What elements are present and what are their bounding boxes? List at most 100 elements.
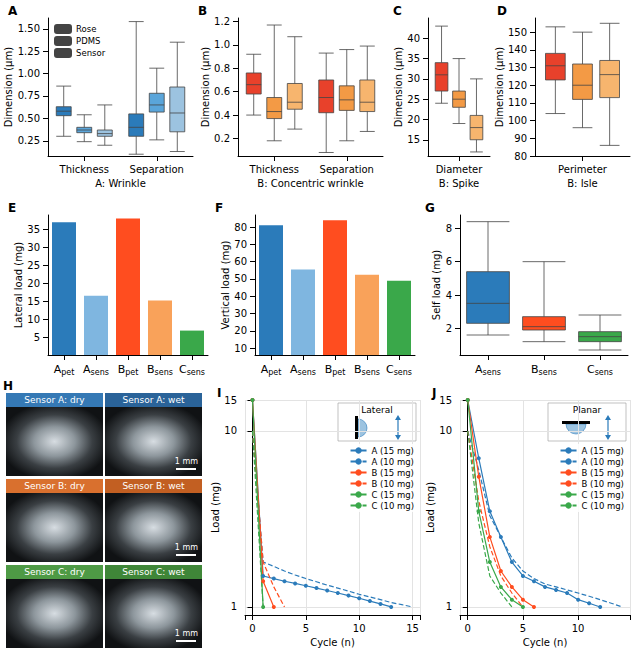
svg-text:0: 0 — [249, 623, 255, 634]
svg-text:Diameter: Diameter — [436, 164, 484, 175]
svg-text:Dimension (μm): Dimension (μm) — [3, 47, 14, 127]
svg-text:sens: sens — [155, 368, 173, 377]
svg-text:C (10 mg): C (10 mg) — [372, 501, 414, 511]
svg-text:Dimension (μm): Dimension (μm) — [200, 47, 211, 127]
svg-text:15: 15 — [224, 395, 237, 406]
svg-text:1.50: 1.50 — [18, 23, 40, 34]
svg-text:70: 70 — [234, 239, 247, 250]
svg-text:6: 6 — [446, 256, 452, 267]
svg-text:40: 40 — [407, 33, 420, 44]
svg-text:30: 30 — [407, 73, 420, 84]
svg-text:G: G — [425, 201, 435, 215]
svg-text:PDMS: PDMS — [76, 36, 100, 46]
svg-text:10: 10 — [27, 314, 40, 325]
svg-text:B: B — [118, 363, 126, 376]
svg-text:150: 150 — [508, 27, 527, 38]
svg-text:10: 10 — [439, 425, 452, 436]
svg-text:sens: sens — [595, 368, 613, 377]
svg-text:Load (mg): Load (mg) — [425, 482, 436, 533]
svg-text:A: Wrinkle: A: Wrinkle — [95, 178, 146, 189]
svg-text:35: 35 — [27, 224, 40, 235]
svg-text:Thickness: Thickness — [249, 164, 299, 175]
svg-text:0.2: 0.2 — [214, 133, 230, 144]
svg-text:C (15 mg): C (15 mg) — [582, 490, 624, 500]
svg-text:A (10 mg): A (10 mg) — [582, 457, 624, 467]
svg-text:0.50: 0.50 — [18, 113, 40, 124]
svg-text:20: 20 — [234, 325, 247, 336]
svg-text:B (15 mg): B (15 mg) — [582, 468, 624, 478]
svg-text:pet: pet — [268, 368, 281, 377]
svg-text:B: B — [198, 4, 207, 18]
svg-text:30: 30 — [234, 308, 247, 319]
svg-text:140: 140 — [508, 44, 527, 55]
svg-text:80: 80 — [514, 151, 527, 162]
svg-text:sens: sens — [483, 368, 501, 377]
svg-text:B (10 mg): B (10 mg) — [372, 479, 414, 489]
svg-text:50: 50 — [234, 273, 247, 284]
svg-text:0.25: 0.25 — [18, 135, 40, 146]
svg-text:E: E — [8, 201, 16, 215]
svg-text:2: 2 — [446, 323, 452, 334]
svg-text:Vertical load (mg): Vertical load (mg) — [220, 240, 231, 329]
svg-text:Lateral: Lateral — [361, 405, 392, 415]
svg-text:pet: pet — [61, 368, 74, 377]
svg-text:B: B — [325, 363, 333, 376]
svg-text:80: 80 — [234, 222, 247, 233]
svg-text:A (15 mg): A (15 mg) — [372, 446, 414, 456]
svg-text:Planar: Planar — [573, 405, 602, 415]
svg-text:110: 110 — [508, 97, 527, 108]
svg-text:Sensor: Sensor — [76, 48, 106, 58]
svg-text:4: 4 — [446, 290, 452, 301]
svg-text:1: 1 — [231, 601, 237, 612]
svg-text:Dimension (μm): Dimension (μm) — [494, 47, 505, 127]
svg-text:A (15 mg): A (15 mg) — [582, 446, 624, 456]
svg-text:100: 100 — [508, 115, 527, 126]
svg-text:A (10 mg): A (10 mg) — [372, 457, 414, 467]
svg-text:Dimension (μm): Dimension (μm) — [393, 47, 404, 127]
svg-text:0.75: 0.75 — [18, 90, 40, 101]
svg-text:40: 40 — [234, 291, 247, 302]
svg-text:Load (mg): Load (mg) — [210, 482, 221, 533]
svg-text:0.4: 0.4 — [214, 110, 230, 121]
svg-text:sens: sens — [187, 368, 205, 377]
svg-text:Cycle (n): Cycle (n) — [310, 637, 355, 648]
svg-text:0.8: 0.8 — [214, 63, 230, 74]
svg-text:90: 90 — [514, 133, 527, 144]
svg-text:10: 10 — [234, 343, 247, 354]
svg-text:1.2: 1.2 — [214, 16, 230, 27]
svg-text:sens: sens — [298, 368, 316, 377]
svg-text:B: B — [531, 363, 539, 376]
svg-text:1: 1 — [446, 601, 452, 612]
svg-text:35: 35 — [407, 53, 420, 64]
svg-text:130: 130 — [508, 62, 527, 73]
svg-text:10: 10 — [353, 623, 366, 634]
svg-text:25: 25 — [27, 260, 40, 271]
svg-text:sens: sens — [91, 368, 109, 377]
svg-text:25: 25 — [407, 94, 420, 105]
svg-text:C (10 mg): C (10 mg) — [582, 501, 624, 511]
svg-text:A: A — [8, 4, 18, 18]
svg-text:C: C — [393, 4, 402, 18]
svg-text:1.0: 1.0 — [214, 39, 230, 50]
svg-text:Lateral load (mg): Lateral load (mg) — [13, 242, 24, 329]
svg-text:5: 5 — [520, 623, 526, 634]
svg-text:B: B — [147, 363, 155, 376]
svg-text:B: Spike: B: Spike — [439, 178, 479, 189]
svg-text:sens: sens — [539, 368, 557, 377]
svg-text:8: 8 — [446, 223, 452, 234]
svg-text:5: 5 — [303, 623, 309, 634]
svg-text:C (15 mg): C (15 mg) — [372, 490, 414, 500]
svg-text:B: B — [354, 363, 362, 376]
svg-text:30: 30 — [27, 242, 40, 253]
svg-text:0: 0 — [465, 623, 471, 634]
svg-text:15: 15 — [407, 134, 420, 145]
svg-text:B: Concentric wrinkle: B: Concentric wrinkle — [257, 178, 363, 189]
svg-text:15: 15 — [439, 395, 452, 406]
svg-text:Cycle (n): Cycle (n) — [523, 637, 568, 648]
svg-text:B (15 mg): B (15 mg) — [372, 468, 414, 478]
svg-text:Separation: Separation — [130, 164, 184, 175]
svg-text:1.00: 1.00 — [18, 68, 40, 79]
svg-text:10: 10 — [572, 623, 585, 634]
svg-text:0.6: 0.6 — [214, 86, 230, 97]
svg-text:sens: sens — [362, 368, 380, 377]
